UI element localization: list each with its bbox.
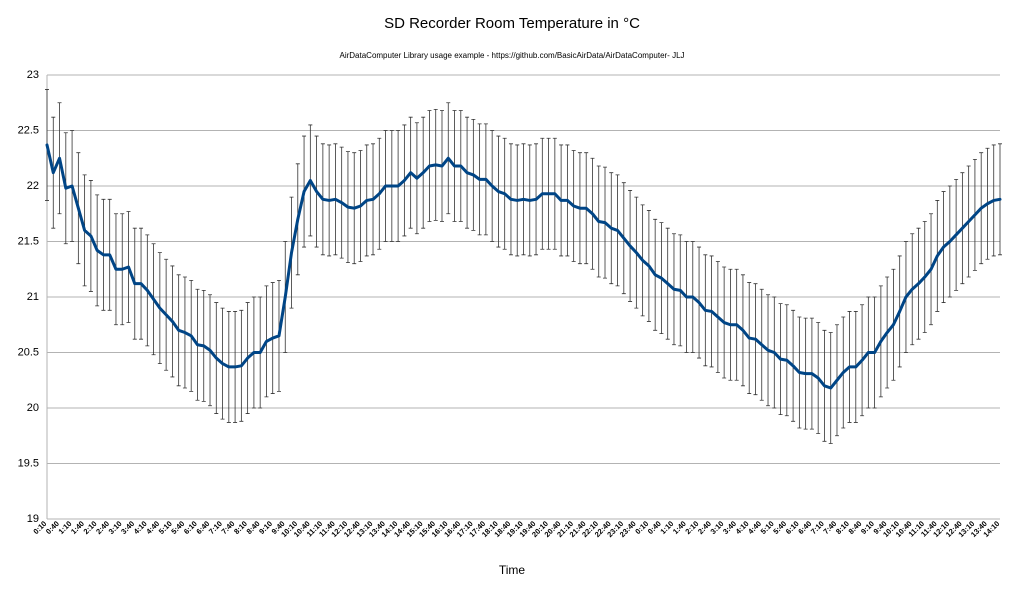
y-tick-label: 22 <box>27 180 39 192</box>
x-axis-label: Time <box>499 563 526 577</box>
y-tick-label: 21 <box>27 291 39 303</box>
y-tick-label: 22.5 <box>18 124 39 136</box>
data-line <box>45 143 1002 390</box>
y-tick-label: 20.5 <box>18 346 39 358</box>
y-tick-label: 23 <box>27 69 39 81</box>
y-tick-label: 20 <box>27 402 39 414</box>
chart-subtitle: AirDataComputer Library usage example - … <box>339 51 684 60</box>
y-tick-label: 19.5 <box>18 457 39 469</box>
y-tick-label: 21.5 <box>18 235 39 247</box>
y-tick-label: 19 <box>27 513 39 525</box>
chart-title: SD Recorder Room Temperature in °C <box>384 15 640 32</box>
